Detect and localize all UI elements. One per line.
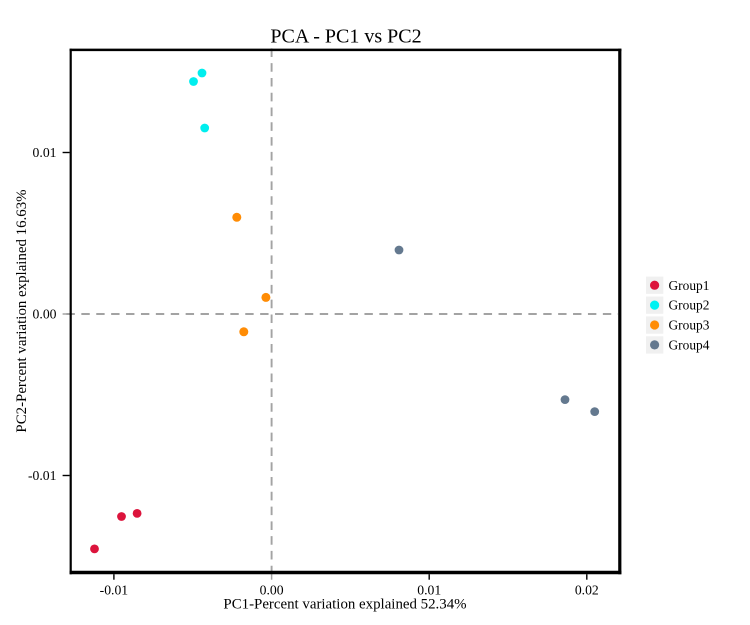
svg-text:0.01: 0.01 [33, 145, 57, 160]
svg-text:0.02: 0.02 [575, 583, 599, 598]
svg-text:0.00: 0.00 [260, 583, 284, 598]
svg-text:0.01: 0.01 [417, 583, 441, 598]
svg-text:Group2: Group2 [669, 298, 710, 313]
svg-text:PC1-Percent variation explaine: PC1-Percent variation explained 52.34% [223, 596, 466, 612]
svg-text:-0.01: -0.01 [100, 583, 129, 598]
svg-text:Group3: Group3 [669, 318, 710, 333]
svg-text:0.00: 0.00 [33, 306, 57, 321]
svg-text:Group1: Group1 [669, 278, 710, 293]
svg-text:PCA - PC1 vs PC2: PCA - PC1 vs PC2 [270, 26, 421, 48]
svg-text:Group4: Group4 [669, 338, 710, 353]
svg-text:-0.01: -0.01 [28, 468, 57, 483]
svg-text:PC2-Percent variation explaine: PC2-Percent variation explained 16.63% [14, 189, 30, 432]
